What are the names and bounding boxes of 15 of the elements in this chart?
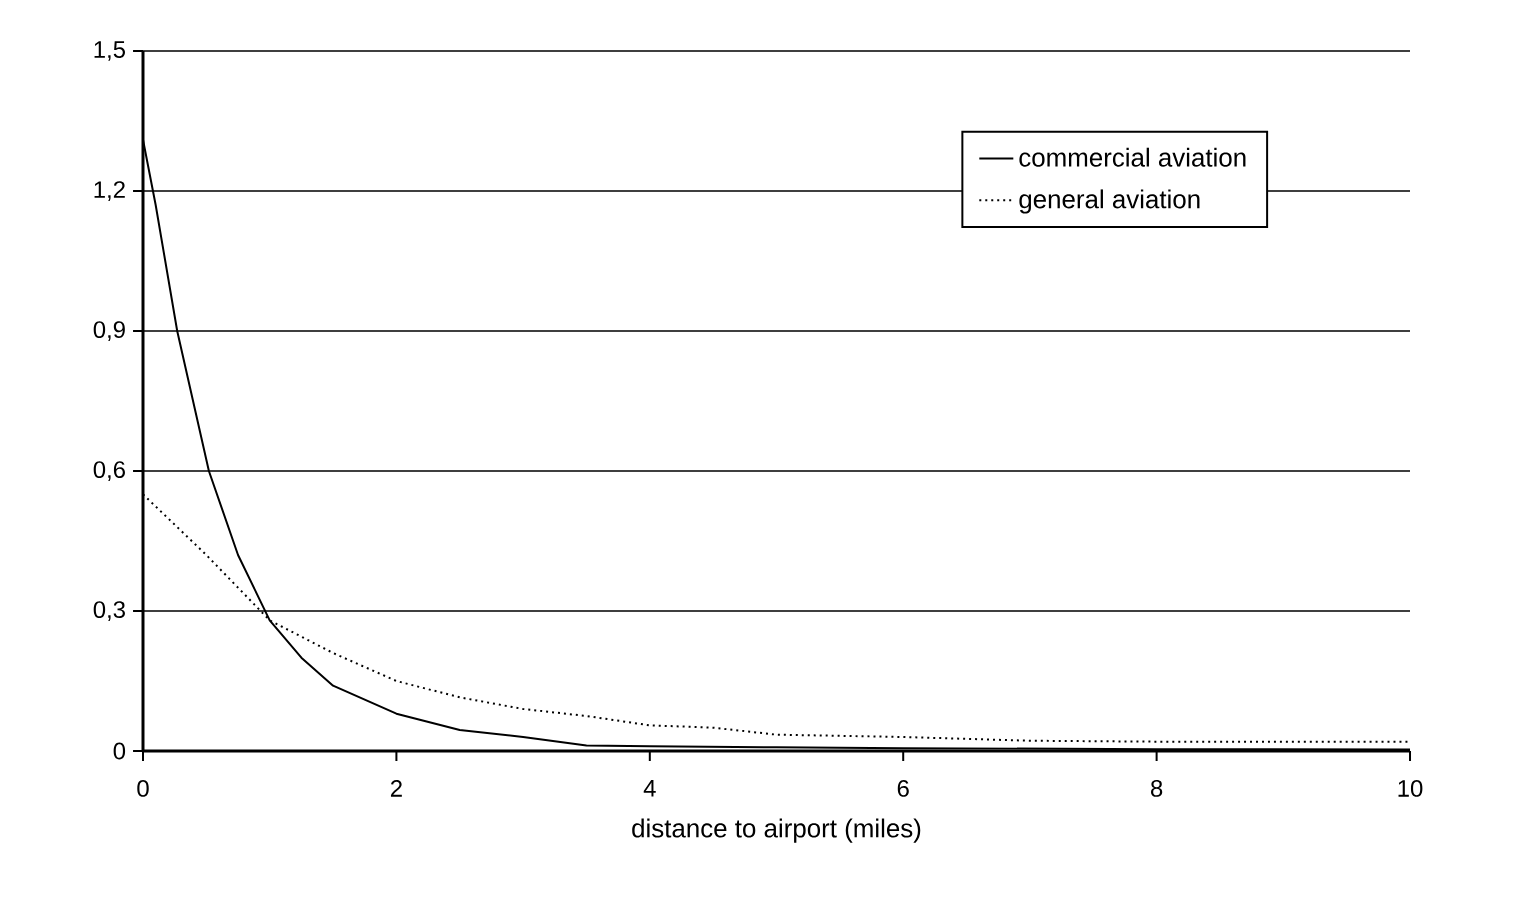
y-tick-label: 0,3 bbox=[93, 601, 125, 621]
x-tick-label: 4 bbox=[643, 779, 656, 797]
y-tick-label: 0,9 bbox=[93, 321, 125, 341]
legend-label: general aviation bbox=[1019, 189, 1200, 214]
y-tick-label: 1,2 bbox=[94, 181, 125, 201]
y-tick-label: 0,6 bbox=[93, 461, 125, 481]
x-tick-label: 10 bbox=[1398, 779, 1423, 797]
x-axis-title: distance to airport (miles) bbox=[632, 818, 921, 843]
x-tick-label: 0 bbox=[137, 779, 149, 797]
y-tick-label: 0 bbox=[113, 742, 126, 760]
x-tick-label: 8 bbox=[1151, 779, 1163, 797]
x-tick-label: 6 bbox=[897, 779, 909, 797]
y-tick-label: 1,5 bbox=[94, 41, 125, 61]
legend-label: commercial aviation bbox=[1019, 147, 1246, 167]
x-tick-label: 2 bbox=[390, 779, 402, 797]
